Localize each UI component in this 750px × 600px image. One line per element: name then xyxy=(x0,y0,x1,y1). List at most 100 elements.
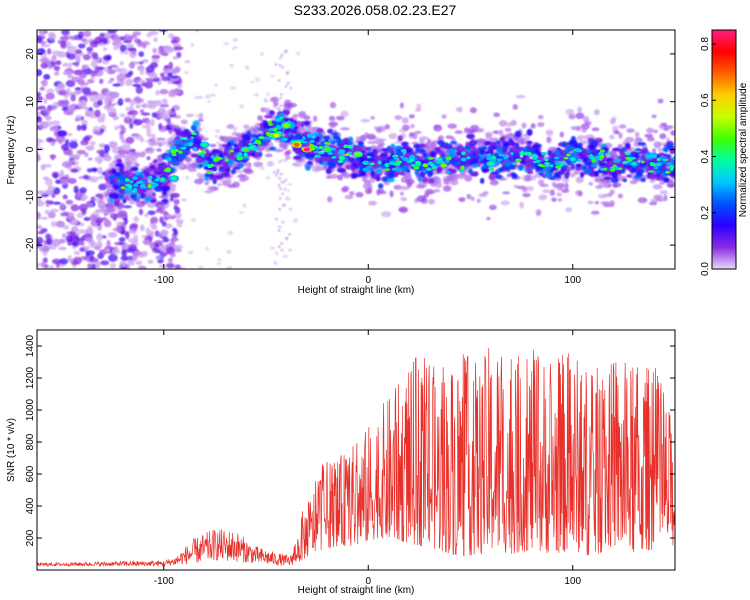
spectrogram-cell xyxy=(266,92,270,97)
spectrogram-cell xyxy=(44,178,53,186)
spectrogram-cell xyxy=(438,135,444,141)
spectrogram-cell xyxy=(191,159,196,164)
spectrogram-cell xyxy=(314,154,321,158)
spectrogram-cell xyxy=(109,77,115,82)
spectrogram-cell xyxy=(372,148,378,153)
spectrogram-cell xyxy=(615,170,623,174)
spectrogram-cell xyxy=(219,166,225,170)
spectrogram-cell xyxy=(76,124,82,131)
spectrogram-cell xyxy=(107,232,118,238)
spectrogram-cell xyxy=(169,75,179,79)
spectrogram-cell xyxy=(429,163,435,167)
spectrogram-cell xyxy=(657,98,664,104)
spectrogram-cell xyxy=(500,200,510,206)
spectrogram-cell xyxy=(466,156,471,160)
spectrogram-cell xyxy=(653,141,662,149)
spectrogram-cell xyxy=(71,62,80,66)
spectrogram-cell xyxy=(128,180,134,184)
snr-ticks: -100 0 100 200 400 600 800 1000 1200 1400 xyxy=(25,330,675,587)
spectrogram-cell xyxy=(269,110,275,116)
spectrogram-cell xyxy=(191,132,197,135)
spectrogram-cell xyxy=(97,43,106,47)
spectrogram-cell xyxy=(56,134,66,143)
spectrogram-cell xyxy=(80,38,87,42)
spectrogram-cell xyxy=(164,46,174,54)
spectrogram-cell xyxy=(541,152,547,156)
spectrogram-cell xyxy=(549,164,554,168)
spectrogram-cell xyxy=(173,245,181,252)
spectrogram-cell xyxy=(104,144,110,153)
spectrogram-cell xyxy=(215,129,221,134)
spectrogram-cell xyxy=(120,126,126,134)
spectrogram-cell xyxy=(649,201,658,206)
spectrogram-cell xyxy=(313,115,318,122)
spectrogram-cell xyxy=(265,131,271,136)
spectrogram-cell xyxy=(349,191,355,196)
spectrogram-cell xyxy=(129,99,135,108)
spectrogram-cell xyxy=(110,213,119,219)
spectrogram-cell xyxy=(171,176,177,181)
spectrogram-cell xyxy=(62,62,69,67)
spectrogram-cell xyxy=(169,240,176,248)
spectrogram-cell xyxy=(367,140,377,145)
y-tick-label: 0 xyxy=(25,146,36,152)
spectrogram-cell xyxy=(272,171,276,174)
spectrogram-cell xyxy=(668,172,675,177)
spectrogram-cell xyxy=(139,68,145,75)
spectrogram-cell xyxy=(276,168,280,172)
spectrogram-cell xyxy=(283,50,287,54)
spectrogram-cell xyxy=(230,86,237,90)
spectrogram-cell xyxy=(40,193,50,198)
colorbar-tick-label: 0.2 xyxy=(700,205,711,219)
spectrogram-cell xyxy=(60,212,66,217)
spectrogram-cell xyxy=(73,250,81,255)
spectrogram-cell xyxy=(640,160,645,164)
spectrogram-cell xyxy=(138,61,144,65)
spectrogram-cell xyxy=(405,178,415,185)
spectrogram-cell xyxy=(482,191,489,195)
spectrogram-cell xyxy=(171,186,176,192)
spectrogram-cell xyxy=(70,204,80,212)
spectrogram-cell xyxy=(610,150,616,155)
snr-xlabel: Height of straight line (km) xyxy=(298,585,415,596)
spectrogram-cell xyxy=(267,123,274,126)
spectrogram-cell xyxy=(77,229,87,234)
spectrogram-cell xyxy=(132,176,138,180)
spectrogram-cell xyxy=(139,109,145,113)
spectrogram-cell xyxy=(669,149,675,155)
spectrogram-cell xyxy=(119,132,124,141)
spectrogram-cell xyxy=(112,115,120,121)
spectrogram-cell xyxy=(466,193,472,200)
spectrogram-cell xyxy=(86,79,95,84)
spectrogram-cell xyxy=(253,161,264,168)
spectrogram-cell xyxy=(330,132,339,136)
spectrogram-cell xyxy=(67,132,73,137)
spectrogram-cell xyxy=(516,185,526,190)
spectrogram-cell xyxy=(478,157,483,161)
spectrogram-cell xyxy=(398,207,408,213)
spectrogram-cell xyxy=(523,151,529,156)
y-tick-label: 400 xyxy=(25,497,36,514)
spectrogram-cell xyxy=(488,161,494,166)
spectrogram-cell xyxy=(324,147,331,152)
spectrogram-cell xyxy=(374,156,383,161)
spectrogram-cell xyxy=(171,89,181,94)
spectrogram-cell xyxy=(153,77,160,82)
spectrogram-cell xyxy=(103,104,111,110)
spectrogram-cell xyxy=(133,250,143,256)
spectrogram-cell xyxy=(479,177,485,184)
spectrogram-cell xyxy=(159,202,165,206)
spectrogram-cell xyxy=(347,144,353,149)
spectrogram-cell xyxy=(612,147,621,152)
spectrogram-cell xyxy=(416,103,422,111)
colorbar: 0.0 0.2 0.4 0.6 0.8 Normalized spectral ampl… xyxy=(700,29,749,276)
spectrogram-cell xyxy=(511,173,518,179)
spectrogram-cell xyxy=(227,230,234,235)
spectrogram-cell xyxy=(301,136,306,141)
spectrogram-cell xyxy=(283,123,290,128)
spectrogram-cell xyxy=(172,56,179,60)
spectrogram-cell xyxy=(255,77,260,83)
spectrogram-cell xyxy=(439,144,448,149)
spectrogram-cell xyxy=(612,182,618,188)
spectrogram-cell xyxy=(212,176,218,181)
